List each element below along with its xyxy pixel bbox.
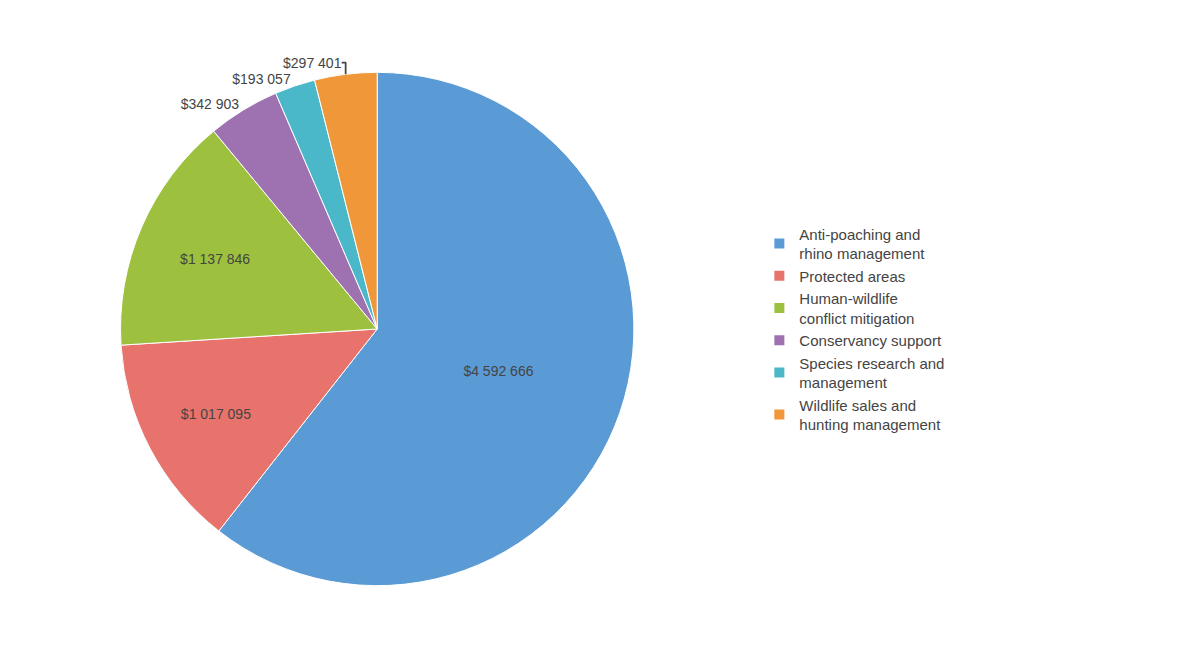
svg-text:$193 057: $193 057 (232, 71, 291, 87)
svg-text:$1 137 846: $1 137 846 (180, 251, 250, 267)
svg-text:$4 592 666: $4 592 666 (463, 363, 533, 379)
svg-text:Anti-poaching andrhino managem: Anti-poaching andrhino management (799, 226, 925, 263)
svg-text:Species research andmanagement: Species research andmanagement (799, 355, 944, 392)
svg-text:Conservancy support: Conservancy support (799, 332, 942, 349)
svg-text:$297 401: $297 401 (283, 55, 342, 71)
svg-text:Wildlife sales andhunting mana: Wildlife sales andhunting management (799, 397, 941, 434)
svg-text:$342 903: $342 903 (181, 96, 240, 112)
svg-text:Human-wildlifeconflict mitigat: Human-wildlifeconflict mitigation (799, 290, 914, 327)
svg-text:Protected areas: Protected areas (799, 268, 905, 285)
svg-text:$1 017 095: $1 017 095 (181, 406, 251, 422)
